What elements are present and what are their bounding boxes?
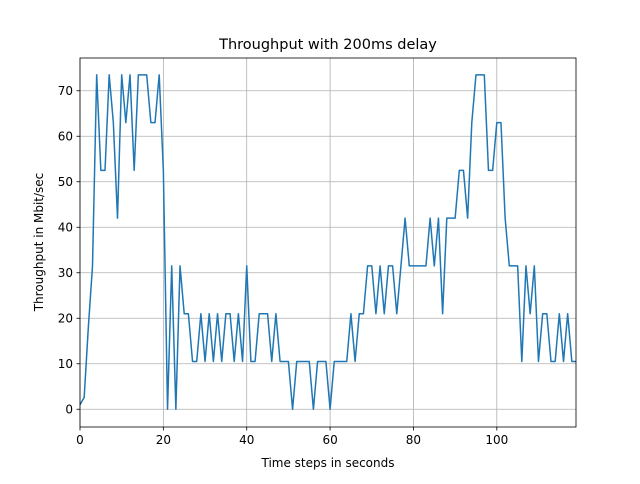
x-axis-label: Time steps in seconds <box>260 456 394 470</box>
y-tick-label: 10 <box>58 357 73 371</box>
y-tick-label: 30 <box>58 266 73 280</box>
chart-title: Throughput with 200ms delay <box>218 37 437 53</box>
x-tick-label: 40 <box>239 433 254 447</box>
y-tick-label: 50 <box>58 175 73 189</box>
data-line <box>79 74 576 411</box>
x-tick-label: 0 <box>76 433 84 447</box>
y-tick-label: 60 <box>58 129 73 143</box>
x-tick-label: 100 <box>485 433 508 447</box>
x-tick-label: 20 <box>156 433 171 447</box>
plot-frame <box>79 57 577 428</box>
y-tick-label: 40 <box>58 220 73 234</box>
y-axis-label: Throughput in Mbit/sec <box>32 173 46 313</box>
x-tick-label: 80 <box>406 433 421 447</box>
y-tick-label: 70 <box>58 84 73 98</box>
x-tick-label: 60 <box>322 433 337 447</box>
y-tick-label: 20 <box>58 311 73 325</box>
y-tick-label: 0 <box>65 402 73 416</box>
